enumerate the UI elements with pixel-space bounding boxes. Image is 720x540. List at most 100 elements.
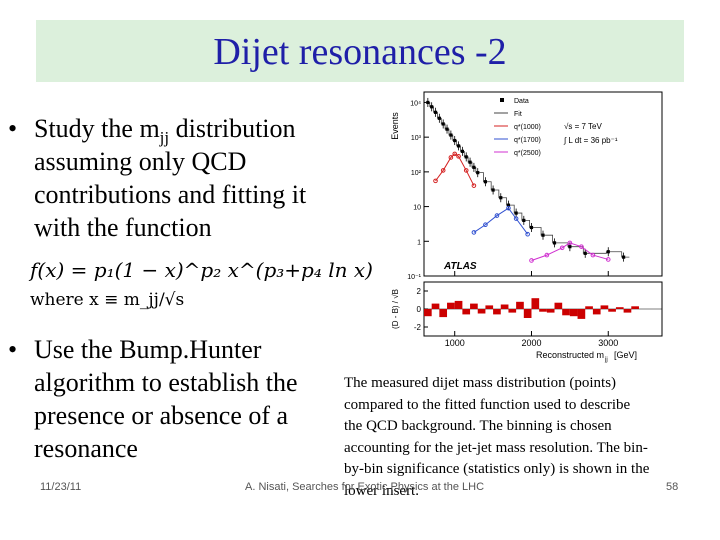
ratio-bar bbox=[585, 306, 593, 309]
data-point bbox=[529, 225, 534, 230]
ratio-tick-label: 2 bbox=[417, 287, 422, 296]
x-tick-label: 3000 bbox=[598, 338, 618, 348]
bullet-2-line-2: algorithm to establish the bbox=[34, 368, 298, 397]
signal-point bbox=[440, 168, 446, 173]
legend-lumi: ∫ L dt = 36 pb⁻¹ bbox=[563, 136, 618, 145]
footer-author: A. Nisati, Searches for Exotic Physics a… bbox=[245, 481, 485, 493]
ratio-bar bbox=[508, 309, 517, 313]
legend-label: Fit bbox=[514, 111, 522, 118]
caption-line: lower insert. bbox=[344, 482, 419, 499]
data-point bbox=[606, 250, 610, 254]
signal-point bbox=[506, 205, 511, 211]
data-point bbox=[514, 211, 518, 215]
data-point bbox=[506, 203, 511, 207]
formula-line-1: f(x) = p₁(1 − x)^p₂ x^(p₃+p₄ ln x) bbox=[30, 258, 373, 282]
x-axis-label-sub: jj bbox=[604, 357, 608, 363]
ratio-bar bbox=[608, 309, 616, 312]
bullet-dot: • bbox=[8, 335, 18, 364]
bullet-1-line-4: with the function bbox=[34, 213, 212, 242]
ratio-bar bbox=[493, 309, 501, 315]
data-point bbox=[568, 245, 572, 249]
ratio-bar bbox=[447, 302, 455, 309]
signal-point bbox=[579, 244, 584, 249]
y-tick-label: 10⁴ bbox=[410, 100, 421, 107]
bullet-2-line-1: Use the Bump.Hunter bbox=[34, 335, 262, 364]
ratio-bar bbox=[562, 309, 570, 316]
bullet-2-line-3: presence or absence of a bbox=[34, 401, 289, 430]
data-point bbox=[583, 251, 587, 255]
y-tick-label: 10³ bbox=[411, 135, 422, 142]
signal-point bbox=[452, 151, 458, 157]
x-tick-label: 1000 bbox=[445, 338, 465, 348]
ratio-bar bbox=[539, 309, 547, 312]
legend-label: Data bbox=[514, 98, 529, 105]
bullet-1-line-2: assuming only QCD bbox=[34, 147, 247, 176]
ratio-bar bbox=[623, 309, 632, 313]
caption-line: the QCD background. The binning is chose… bbox=[344, 418, 612, 434]
data-point bbox=[437, 116, 441, 120]
ratio-bar bbox=[439, 309, 448, 318]
legend-energy: √s = 7 TeV bbox=[564, 122, 602, 131]
ratio-bar bbox=[569, 309, 578, 317]
y-axis-label: Events bbox=[390, 112, 400, 140]
data-point bbox=[483, 180, 488, 184]
data-point bbox=[460, 149, 464, 153]
title-bar bbox=[36, 20, 684, 82]
ratio-bar bbox=[477, 309, 486, 314]
ratio-bar bbox=[523, 309, 532, 318]
signal-point bbox=[456, 154, 461, 159]
signal-point bbox=[605, 257, 611, 262]
ratio-bar bbox=[462, 309, 471, 315]
ratio-bar bbox=[454, 300, 463, 309]
bullet-dot: • bbox=[8, 114, 18, 143]
signal-point bbox=[448, 155, 454, 160]
signal-point bbox=[494, 213, 500, 218]
signal-point bbox=[433, 178, 438, 184]
ratio-bar bbox=[500, 304, 509, 309]
signal-point bbox=[544, 252, 550, 258]
data-point bbox=[449, 133, 453, 137]
data-point bbox=[453, 138, 457, 143]
slide-title: Dijet resonances -2 bbox=[213, 31, 507, 73]
data-point bbox=[456, 144, 461, 148]
data-point bbox=[491, 188, 495, 192]
y-tick-label: 10 bbox=[413, 205, 421, 212]
data-point bbox=[476, 171, 480, 175]
ratio-bar bbox=[631, 306, 639, 309]
ratio-bar bbox=[600, 305, 609, 309]
data-point bbox=[445, 127, 449, 131]
main-panel-frame bbox=[423, 91, 663, 277]
signal-point bbox=[471, 183, 477, 188]
y-tick-label: 1 bbox=[417, 239, 421, 246]
data-point bbox=[499, 196, 503, 200]
ratio-bar bbox=[485, 305, 494, 309]
signal-point bbox=[471, 230, 477, 235]
y-tick-label: 10⁻¹ bbox=[407, 274, 421, 281]
data-point bbox=[441, 122, 445, 126]
ratio-tick-label: 0 bbox=[417, 305, 422, 314]
atlas-label: ATLAS bbox=[443, 261, 477, 272]
signal-point bbox=[529, 258, 534, 263]
ratio-axis-label: (D - B) / √B bbox=[391, 289, 400, 329]
legend-label: q*(2500) bbox=[514, 150, 541, 157]
ratio-bar bbox=[431, 303, 440, 309]
bullet-1-line-1: Study the mjj distribution bbox=[34, 114, 296, 148]
formula-line-2: where x ≡ m_jj/√s bbox=[30, 290, 185, 310]
data-point bbox=[426, 100, 430, 105]
figure-caption: The measured dijet mass distribution (po… bbox=[344, 373, 714, 502]
x-tick-label: 2000 bbox=[521, 338, 541, 348]
data-point bbox=[433, 110, 438, 114]
ratio-tick-label: -2 bbox=[414, 323, 422, 332]
ratio-bar bbox=[470, 303, 478, 309]
signal-point bbox=[463, 168, 469, 173]
legend-label: q*(1700) bbox=[514, 137, 541, 144]
ratio-bar bbox=[546, 309, 555, 313]
ratio-bar bbox=[615, 307, 624, 309]
dijet-mass-plot: 10⁴ 10³ 10² 10 1 10⁻¹ Events 1000 2000 3000 Recons… bbox=[390, 91, 663, 363]
signal-point bbox=[559, 245, 565, 251]
signal-point bbox=[513, 216, 519, 221]
caption-line: compared to the fitted function used to … bbox=[344, 396, 631, 413]
data-point bbox=[541, 233, 545, 237]
bullet-1-line-3: contributions and fitting it bbox=[34, 180, 307, 209]
y-tick-label: 10² bbox=[411, 170, 422, 177]
